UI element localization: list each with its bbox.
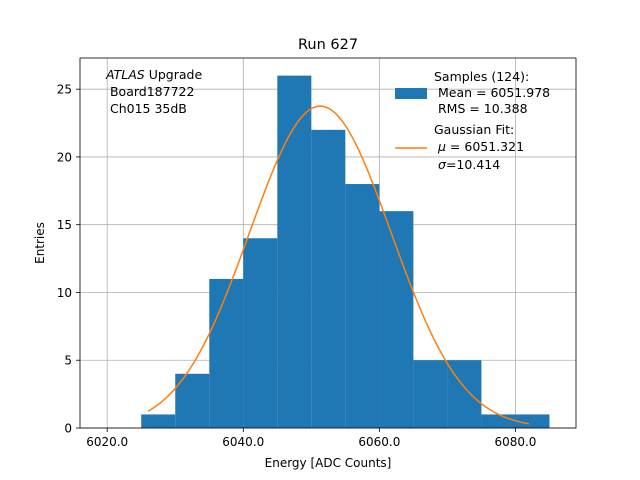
x-axis-label: Energy [ADC Counts] <box>265 456 392 470</box>
legend-fit-title: Gaussian Fit: <box>434 122 514 137</box>
legend-fit-sigma-value: =10.414 <box>446 157 500 172</box>
annotation-channel: Ch015 35dB <box>106 101 187 116</box>
legend-samples-rms: RMS = 10.388 <box>434 101 528 116</box>
x-tick-label: 6040.0 <box>222 435 264 449</box>
histogram-bar <box>277 75 312 428</box>
y-tick-label: 25 <box>57 83 72 97</box>
legend-fit-mu: μ = 6051.321 <box>437 139 524 154</box>
y-axis-label: Entries <box>33 222 47 264</box>
y-tick-label: 5 <box>64 354 72 368</box>
legend: Samples (124): Mean = 6051.978 RMS = 10.… <box>395 69 550 172</box>
legend-samples-title: Samples (124): <box>434 69 529 84</box>
x-tick-label: 6060.0 <box>358 435 400 449</box>
annotation-upgrade: Upgrade <box>145 67 203 82</box>
axes-frame <box>79 57 577 429</box>
legend-fit-mu-symbol: μ <box>437 139 446 154</box>
y-tick-label: 20 <box>57 150 72 164</box>
annotation-board: Board187722 <box>106 84 194 99</box>
histogram-bar <box>243 238 278 428</box>
gaussian-fit-curve <box>147 105 530 425</box>
histogram-bar <box>209 278 244 428</box>
legend-fit-mu-value: = 6051.321 <box>446 139 524 154</box>
legend-samples-swatch <box>395 88 427 99</box>
histogram-bar <box>379 211 414 428</box>
legend-fit-sigma-symbol: σ <box>438 157 447 172</box>
histogram-bar <box>345 184 380 428</box>
y-tick-label: 15 <box>57 218 72 232</box>
legend-fit-sigma: σ=10.414 <box>438 157 500 172</box>
histogram-bar <box>515 414 550 428</box>
annotation-experiment: ATLAS <box>105 67 145 82</box>
histogram-bar <box>141 414 176 428</box>
legend-samples-mean: Mean = 6051.978 <box>434 85 550 100</box>
histogram-bar <box>311 129 346 429</box>
axis-ticks: 6020.0 6040.0 6060.0 6080.0 0 5 10 15 20 25 <box>57 83 537 449</box>
histogram-bar <box>413 360 448 428</box>
annotation-line-1: ATLAS Upgrade <box>105 67 202 82</box>
y-tick-label: 10 <box>57 286 72 300</box>
histogram-bar <box>175 373 210 428</box>
y-tick-label: 0 <box>64 422 72 436</box>
histogram-bar <box>481 414 516 428</box>
chart-title: Run 627 <box>298 37 358 53</box>
x-tick-label: 6080.0 <box>494 435 536 449</box>
x-tick-label: 6020.0 <box>86 435 128 449</box>
run-annotation: ATLAS Upgrade Board187722 Ch015 35dB <box>105 67 202 116</box>
